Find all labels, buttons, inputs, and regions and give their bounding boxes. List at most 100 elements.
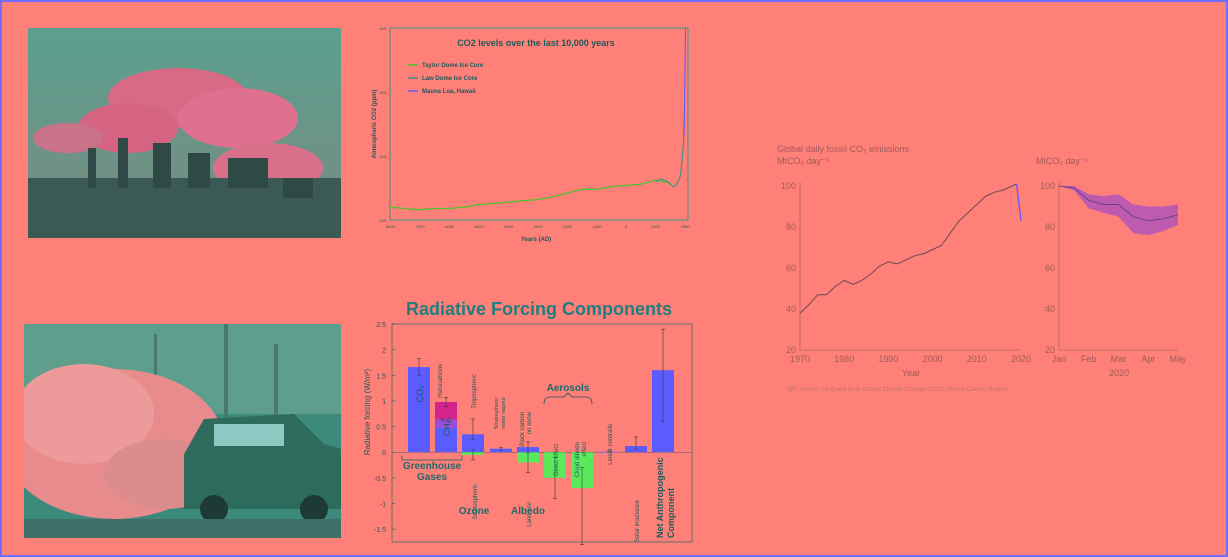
y-tick-label: 20	[786, 345, 796, 355]
radiative-forcing-chart: Radiative Forcing Components Radiative f…	[358, 292, 698, 547]
x-tick-label: 1000	[651, 224, 661, 229]
y-axis-label: Radiative forcing (W/m²)	[363, 369, 372, 456]
bar-label: Component	[666, 488, 676, 538]
bar-segment	[435, 419, 457, 428]
y-tick-label: 300	[379, 154, 386, 159]
bar-label: on snow	[527, 411, 533, 434]
daily-fossil-emissions-chart: Global daily fossil CO₂ emissions MtCO₂ …	[772, 140, 1192, 402]
chart-title: Radiative Forcing Components	[406, 299, 672, 319]
legend-law: Law Dome Ice Core	[422, 76, 478, 82]
legend-mauna: Mauna Loa, Hawaii	[422, 89, 476, 95]
bar-label: N₂O	[440, 418, 452, 424]
source-note: @© Source: Le Quéré et al. Nature Climat…	[787, 386, 1007, 393]
x-axis-label-2020: 2020	[1109, 368, 1129, 378]
bar-label: Stratospheric	[494, 397, 500, 430]
y-tick-label: 0.5	[376, 425, 386, 432]
bar-label: Solar irradiance	[635, 499, 641, 542]
y-tick-label: 100	[1040, 181, 1055, 191]
y-tick-label: 40	[786, 304, 796, 314]
x-axis-label: Years (AD)	[521, 237, 551, 243]
bar-label: Stratospheric	[473, 484, 479, 519]
bar-label: Linear contrails	[608, 424, 614, 465]
series-line-2	[683, 27, 687, 137]
y-tick-label: 20	[1045, 345, 1055, 355]
x-tick-label: -5000	[473, 224, 484, 229]
x-axis-label-year: Year	[902, 368, 920, 378]
x-tick-label: 1970	[790, 354, 810, 364]
series-line-1	[655, 116, 685, 188]
x-tick-label: 2010	[967, 354, 987, 364]
uncertainty-band	[1059, 186, 1178, 236]
x-tick-label: -4000	[503, 224, 514, 229]
y-tick-label: 60	[786, 263, 796, 273]
emissions-drop-2020	[1015, 183, 1022, 221]
greenhouse-bracket	[401, 456, 463, 461]
y-tick-label: -1.5	[374, 527, 386, 534]
aerosols-bracket	[543, 392, 593, 405]
bar-label: Tropospheric	[472, 374, 478, 409]
x-tick-label: 1980	[834, 354, 854, 364]
x-tick-label: -1000	[591, 224, 602, 229]
y-axis-label: Atmospheric CO2 (ppm)	[372, 89, 378, 158]
emissions-line	[799, 183, 1017, 314]
bar-segment	[435, 427, 457, 453]
x-tick-label: 1990	[878, 354, 898, 364]
bar-label: Cloud albedo	[575, 441, 581, 477]
plot-frame	[389, 27, 689, 221]
bar-label: Direct effect	[554, 444, 560, 476]
group-labels: Greenhouse Gases Ozone Albedo Aerosols	[401, 383, 593, 517]
y-tick-label: 0	[382, 450, 386, 457]
x-tick-label: -3000	[532, 224, 543, 229]
bar	[408, 367, 430, 453]
bar-label: Halocarbons	[438, 364, 444, 398]
bar-label: Net Anthropogenic	[655, 457, 665, 538]
group-albedo: Albedo	[511, 506, 545, 517]
y-axis-unit-left: MtCO₂ day⁻¹	[777, 156, 829, 166]
x-tick-label: -2000	[562, 224, 573, 229]
bar-label: CH₄	[442, 419, 452, 436]
y-tick-label: 1	[382, 399, 386, 406]
bar	[462, 434, 484, 453]
bar-segment	[435, 401, 457, 420]
bar-label: CO₂	[415, 385, 425, 403]
bar-label: Black carbon	[520, 412, 526, 447]
y-tick-label: 400	[379, 26, 386, 31]
y-tick-label: 60	[1045, 263, 1055, 273]
y-tick-label: 40	[1045, 304, 1055, 314]
y-tick-label: -1	[380, 502, 386, 509]
x-tick-label: May	[1169, 354, 1187, 364]
x-tick-label: Jan	[1052, 354, 1067, 364]
y-tick-label: 2	[382, 348, 386, 355]
x-tick-label: 2000	[923, 354, 943, 364]
x-tick-label: -6000	[444, 224, 455, 229]
x-tick-label: 2020	[1011, 354, 1031, 364]
y-tick-label: 80	[786, 222, 796, 232]
chart-title: Global daily fossil CO₂ emissions	[777, 144, 910, 154]
y-tick-label: -0.5	[374, 476, 386, 483]
x-tick-label: -8000	[385, 224, 396, 229]
chart-title: CO2 levels over the last 10,000 years	[457, 38, 615, 48]
bar-label: Land use	[527, 501, 533, 526]
y-tick-label: 250	[379, 218, 386, 223]
legend-taylor: Taylor Dome Ice Core	[422, 63, 484, 69]
y-tick-label: 1.5	[376, 373, 386, 380]
y-tick-label: 2.5	[376, 322, 386, 329]
x-tick-label: 0	[625, 224, 628, 229]
y-tick-label: 100	[781, 181, 796, 191]
y-axis-unit-right: MtCO₂ day⁻¹	[1036, 156, 1088, 166]
x-tick-label: Apr	[1141, 354, 1155, 364]
x-tick-label: Mar	[1111, 354, 1127, 364]
x-tick-label: -7000	[414, 224, 425, 229]
group-greenhouse: Greenhouse Gases	[403, 461, 462, 483]
y-tick-label: 80	[1045, 222, 1055, 232]
plot-frame	[391, 323, 693, 543]
bar-label: water vapour	[501, 397, 507, 430]
emissions-2020-line	[1058, 185, 1179, 222]
y-tick-label: 350	[379, 90, 386, 95]
car-exhaust-photo	[24, 324, 341, 538]
factory-smokestack-photo	[28, 28, 341, 238]
legend: Taylor Dome Ice Core Law Dome Ice Core M…	[408, 63, 484, 95]
x-tick-label: 2000	[681, 224, 691, 229]
co2-10000-years-chart: CO2 levels over the last 10,000 years Ye…	[366, 26, 692, 248]
